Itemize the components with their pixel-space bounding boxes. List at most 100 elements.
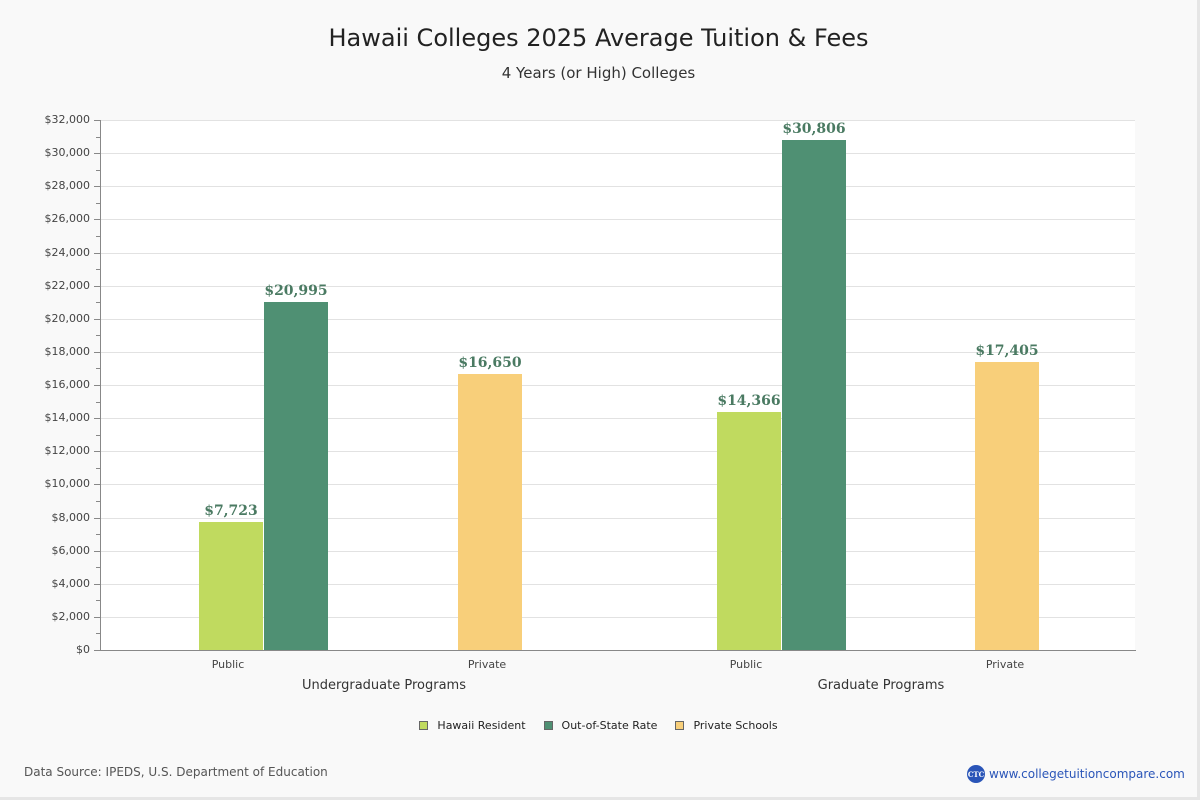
y-tick-label: $30,000 <box>44 146 91 160</box>
y-tick-label: $18,000 <box>44 344 91 358</box>
legend-swatch-icon <box>543 721 553 730</box>
gridline <box>100 285 1135 287</box>
y-tick-major <box>94 318 100 320</box>
y-tick-major <box>94 650 100 651</box>
ctc-logo-icon: CTC <box>967 765 985 783</box>
legend-item-out-of-state[interactable]: Out-of-State Rate <box>543 719 658 732</box>
legend-label: Private Schools <box>693 719 778 732</box>
y-tick-label: $32,000 <box>44 113 91 126</box>
value-label-grad-public-out-of-state: $30,806 <box>782 121 846 137</box>
bar-grad-public-out-of-state[interactable] <box>782 140 846 650</box>
x-axis-line <box>100 650 1136 651</box>
y-tick-minor <box>96 202 100 204</box>
gridline <box>100 318 1135 320</box>
value-label-grad-public-resident: $14,366 <box>717 393 781 409</box>
y-tick-major <box>94 219 100 221</box>
legend-item-hawaii-resident[interactable]: Hawaii Resident <box>419 719 526 732</box>
chart-title: Hawaii Colleges 2025 Average Tuition & F… <box>328 24 869 52</box>
value-label-ug-public-out-of-state: $20,995 <box>264 283 328 299</box>
y-tick-minor <box>96 235 100 237</box>
y-tick-major <box>94 252 100 254</box>
bar-ug-public-out-of-state[interactable] <box>264 302 328 650</box>
gridline <box>100 351 1135 353</box>
y-tick-major <box>94 451 100 453</box>
y-tick-label: $6,000 <box>51 543 91 557</box>
brand-url: www.collegetuitioncompare.com <box>989 767 1185 781</box>
y-tick-label: $24,000 <box>44 245 91 259</box>
y-tick-minor <box>96 335 100 337</box>
y-tick-major <box>94 616 100 618</box>
y-axis-line <box>100 120 101 651</box>
y-tick-major <box>94 186 100 188</box>
gridline <box>100 451 1135 453</box>
gridline <box>100 616 1135 618</box>
x-label-ug-private: Private <box>467 658 507 671</box>
y-tick-minor <box>96 368 100 370</box>
value-label-grad-private: $17,405 <box>975 343 1039 359</box>
y-tick-minor <box>96 269 100 271</box>
value-label-ug-private: $16,650 <box>458 355 522 371</box>
legend-label: Out-of-State Rate <box>561 719 658 732</box>
y-tick-label: $0 <box>76 643 90 656</box>
y-tick-minor <box>96 136 100 138</box>
gridline <box>100 583 1135 585</box>
gridline <box>100 252 1135 254</box>
y-tick-minor <box>96 401 100 403</box>
y-tick-label: $2,000 <box>51 609 91 623</box>
y-tick-label: $20,000 <box>44 311 91 325</box>
bar-grad-private[interactable] <box>975 362 1039 650</box>
gridline <box>100 418 1135 420</box>
gridline <box>100 484 1135 486</box>
legend: Hawaii Resident Out-of-State Rate Privat… <box>0 719 1197 732</box>
bar-grad-public-resident[interactable] <box>717 412 781 650</box>
gridline <box>100 219 1135 221</box>
y-tick-label: $22,000 <box>44 278 91 292</box>
legend-swatch-icon <box>419 721 429 730</box>
legend-label: Hawaii Resident <box>437 719 526 732</box>
y-tick-label: $26,000 <box>44 212 91 226</box>
bar-ug-public-resident[interactable] <box>199 522 263 650</box>
x-label-grad-public: Public <box>729 658 763 671</box>
bar-ug-private[interactable] <box>458 374 522 650</box>
y-tick-major <box>94 120 100 121</box>
y-tick-major <box>94 385 100 386</box>
legend-item-private-schools[interactable]: Private Schools <box>675 719 778 732</box>
y-tick-major <box>94 285 100 287</box>
y-tick-major <box>94 153 100 155</box>
x-label-grad-private: Private <box>985 658 1025 671</box>
y-tick-minor <box>96 600 100 602</box>
y-tick-major <box>94 517 100 519</box>
legend-swatch-icon <box>675 721 685 730</box>
x-label-ug-public: Public <box>211 658 245 671</box>
y-tick-major <box>94 583 100 585</box>
y-tick-major <box>94 351 100 353</box>
y-tick-label: $8,000 <box>51 510 91 524</box>
gridline <box>100 550 1135 552</box>
y-tick-label: $28,000 <box>44 179 91 193</box>
y-tick-major <box>94 418 100 420</box>
y-tick-label: $10,000 <box>44 477 91 491</box>
y-tick-minor <box>96 534 100 536</box>
brand-link[interactable]: CTC www.collegetuitioncompare.com <box>967 765 1185 783</box>
y-tick-major <box>94 484 100 486</box>
y-tick-major <box>94 550 100 552</box>
y-tick-label: $16,000 <box>44 378 91 391</box>
data-source-note: Data Source: IPEDS, U.S. Department of E… <box>24 765 328 779</box>
y-tick-minor <box>96 567 100 569</box>
y-tick-minor <box>96 434 100 436</box>
y-tick-minor <box>96 169 100 171</box>
y-tick-minor <box>96 467 100 469</box>
y-tick-label: $12,000 <box>44 444 91 458</box>
gridline <box>100 517 1135 519</box>
chart-subtitle: 4 Years (or High) Colleges <box>501 64 696 82</box>
y-tick-minor <box>96 302 100 304</box>
gridline <box>100 385 1135 386</box>
gridline <box>100 153 1135 155</box>
y-tick-label: $4,000 <box>51 576 91 590</box>
y-tick-minor <box>96 633 100 635</box>
group-label-undergraduate: Undergraduate Programs <box>302 678 466 693</box>
group-label-graduate: Graduate Programs <box>817 678 945 693</box>
gridline <box>100 120 1135 121</box>
value-label-ug-public-resident: $7,723 <box>204 503 258 519</box>
